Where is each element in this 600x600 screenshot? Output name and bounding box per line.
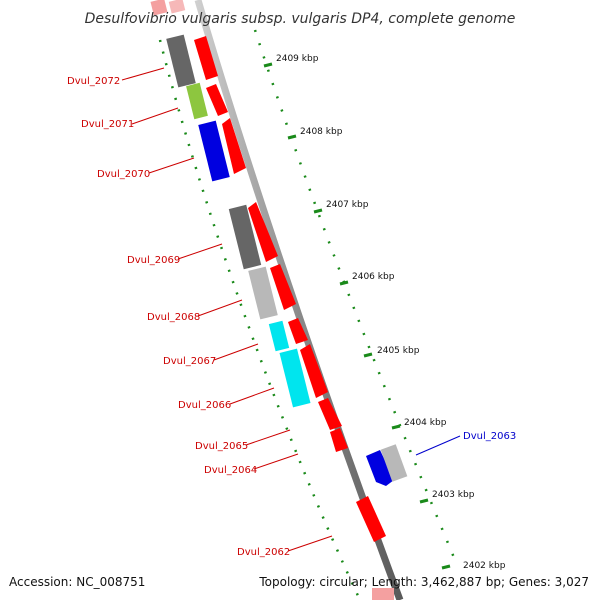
cds-top-faded [150, 0, 168, 16]
kbp-label-2403: 2403 kbp [432, 490, 475, 500]
gene-2068-gray [248, 266, 278, 320]
gene-2063-blue [366, 450, 394, 486]
gene-2072-cds [194, 36, 218, 80]
gene-label-2062[interactable]: Dvul_2062 [237, 547, 290, 558]
map-title: Desulfovibrio vulgaris subsp. vulgaris D… [85, 11, 516, 27]
gc-track-inner [158, 39, 362, 600]
gene-2068-cds [270, 264, 296, 310]
gene-2065-cds [318, 398, 342, 430]
gene-2062-cds [356, 496, 386, 542]
genome-backbone [194, 0, 404, 600]
gene-label-2071[interactable]: Dvul_2071 [81, 119, 134, 130]
gene-label-2069[interactable]: Dvul_2069 [127, 255, 180, 266]
gene-label-2072[interactable]: Dvul_2072 [67, 76, 120, 87]
gene-label-2066[interactable]: Dvul_2066 [178, 400, 231, 411]
gene-2063-gray [380, 444, 408, 482]
accession-text: Accession: NC_008751 [9, 575, 145, 589]
gene-label-2070[interactable]: Dvul_2070 [97, 169, 150, 180]
kbp-label-2406: 2406 kbp [352, 272, 395, 282]
kbp-label-2408: 2408 kbp [300, 127, 343, 137]
kbp-label-2407: 2407 kbp [326, 200, 369, 210]
kbp-label-2402: 2402 kbp [463, 561, 506, 571]
gene-2069-gray [228, 204, 262, 270]
gene-2064-cds [330, 428, 348, 452]
gene-2069-cds [248, 202, 278, 262]
kbp-label-2409: 2409 kbp [276, 54, 319, 64]
kbp-label-2404: 2404 kbp [404, 418, 447, 428]
gene-2067-cds [288, 318, 308, 344]
gene-label-2063[interactable]: Dvul_2063 [463, 431, 516, 442]
gene-2070-blue [198, 120, 230, 182]
leader-lines [121, 67, 461, 552]
kbp-tick-marks [263, 62, 451, 570]
gene-2066-cds [300, 344, 328, 398]
gene-label-2068[interactable]: Dvul_2068 [147, 312, 200, 323]
gene-2072-gray [166, 34, 196, 88]
gene-2066-cyan [279, 348, 311, 408]
cds-bottom-faded [372, 588, 394, 600]
kbp-label-2405: 2405 kbp [377, 346, 420, 356]
gene-2067-cyan [268, 320, 290, 352]
gene-2071-cds [206, 84, 228, 116]
gene-label-2064[interactable]: Dvul_2064 [204, 465, 257, 476]
gene-2071-green [186, 82, 208, 120]
gene-label-2065[interactable]: Dvul_2065 [195, 441, 248, 452]
gene-label-2067[interactable]: Dvul_2067 [163, 356, 216, 367]
cds-top-faded-2 [168, 0, 186, 14]
gene-2070-cds [222, 118, 246, 174]
genome-stats-text: Topology: circular; Length: 3,462,887 bp… [258, 575, 589, 589]
